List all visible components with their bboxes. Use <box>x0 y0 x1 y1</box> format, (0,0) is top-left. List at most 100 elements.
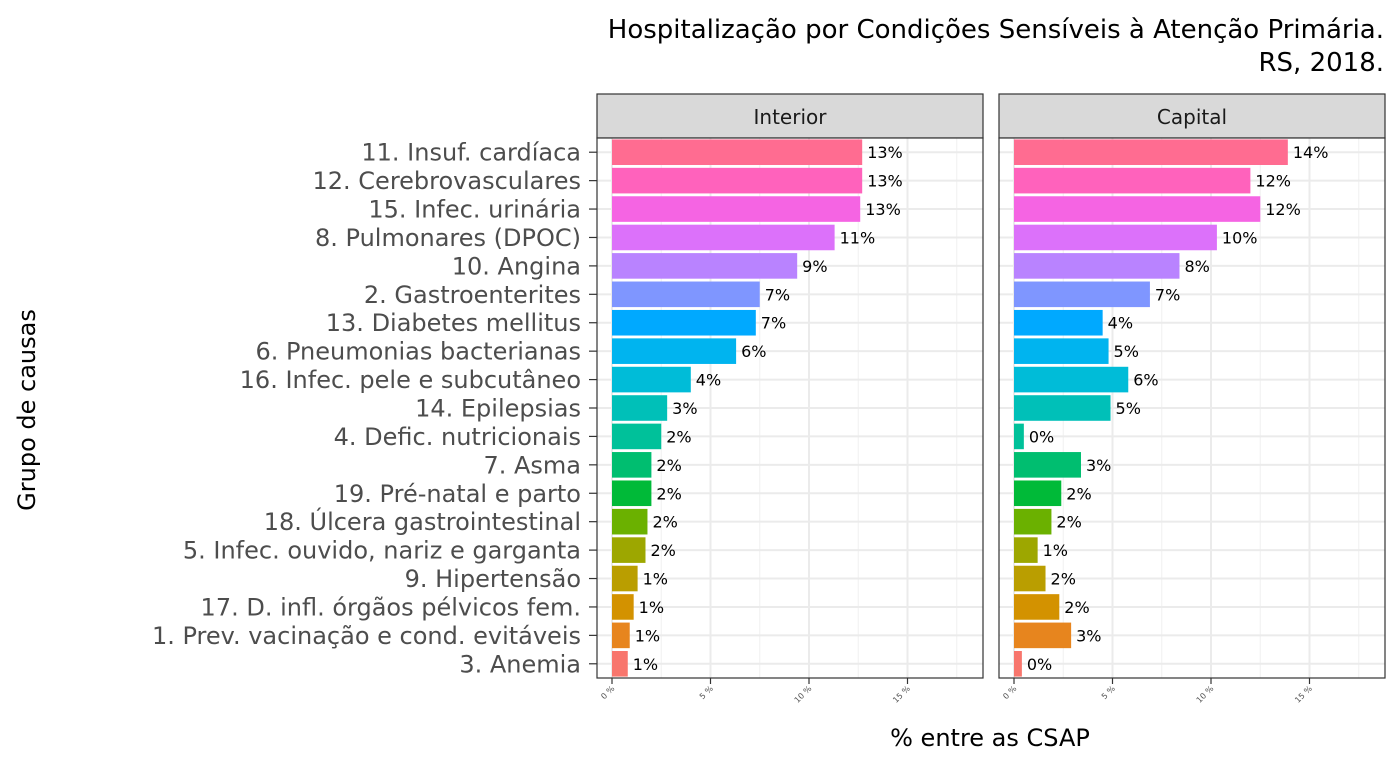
bar-value-label: 6% <box>1133 371 1158 390</box>
bar-value-label: 9% <box>802 257 827 276</box>
bar-value-label: 0% <box>1027 655 1052 674</box>
y-tick-label: 15. Infec. urinária <box>368 196 581 224</box>
bar-value-label: 3% <box>1086 456 1111 475</box>
x-tick-label: 10 % <box>793 684 814 705</box>
bar-value-label: 2% <box>666 427 691 446</box>
y-tick-label: 3. Anemia <box>459 650 581 678</box>
bar <box>1014 309 1103 336</box>
bar <box>612 651 628 677</box>
y-tick-label: 6. Pneumonias bacterianas <box>255 338 581 366</box>
y-tick-label: 7. Asma <box>483 451 581 479</box>
chart-title-line-1: Hospitalização por Condições Sensíveis à… <box>608 15 1384 45</box>
panel-interior: Interior 13% 13% 13% 11% 9% 7% 7% 6% 4% 3% 2% 2% 2% 2%… <box>596 93 984 705</box>
bar <box>612 338 737 364</box>
y-axis-title: Grupo de causas <box>13 309 41 511</box>
bar-value-label: 13% <box>865 200 901 219</box>
x-tick-label: 0 % <box>599 684 616 701</box>
bar-value-label: 7% <box>761 314 786 333</box>
facet-strip-label: Capital <box>1157 105 1227 129</box>
bar-value-label: 1% <box>635 626 660 645</box>
bar <box>1014 480 1062 507</box>
bar-value-label: 0% <box>1029 427 1054 446</box>
bar-value-label: 13% <box>867 143 903 162</box>
bar <box>612 167 863 194</box>
bar <box>612 565 638 592</box>
bar-value-label: 1% <box>1043 541 1068 560</box>
bar <box>1014 622 1072 649</box>
bar <box>1014 366 1129 393</box>
chart-title: Hospitalização por Condições Sensíveis à… <box>608 15 1384 78</box>
bar <box>612 309 756 336</box>
chart-title-line-2: RS, 2018. <box>1258 48 1384 78</box>
bar-value-label: 6% <box>741 342 766 361</box>
bar-value-label: 4% <box>1108 314 1133 333</box>
bar-value-label: 7% <box>1155 285 1180 304</box>
facet-strip-label: Interior <box>754 105 828 129</box>
bar <box>612 196 861 222</box>
bar <box>612 508 648 535</box>
bar-value-label: 5% <box>1116 399 1141 418</box>
bar <box>612 224 835 251</box>
y-tick-label: 13. Diabetes mellitus <box>326 309 581 337</box>
bar <box>612 366 691 393</box>
bar-value-label: 5% <box>1114 342 1139 361</box>
bar-value-label: 4% <box>696 371 721 390</box>
bar-value-label: 1% <box>633 655 658 674</box>
bar <box>1014 452 1081 478</box>
bar <box>1014 395 1111 421</box>
chart-panels: Interior 13% 13% 13% 11% 9% 7% 7% 6% 4% 3% 2% 2% 2% 2%… <box>596 93 1386 705</box>
bar <box>612 452 652 478</box>
bar <box>612 281 760 308</box>
y-tick-label: 11. Insuf. cardíaca <box>361 139 581 167</box>
bar <box>612 537 646 563</box>
bar-value-label: 2% <box>656 484 681 503</box>
bar-value-label: 7% <box>765 285 790 304</box>
x-tick-label: 5 % <box>1100 684 1117 701</box>
bar <box>1014 565 1046 592</box>
bar-value-label: 3% <box>672 399 697 418</box>
facet-strip <box>998 93 1386 139</box>
bar-value-label: 2% <box>652 513 677 532</box>
bar <box>1014 224 1217 251</box>
y-tick-label: 1. Prev. vacinação e cond. evitáveis <box>152 622 581 650</box>
y-tick-label: 17. D. infl. órgãos pélvicos fem. <box>201 593 581 621</box>
bar-value-label: 2% <box>1066 484 1091 503</box>
y-tick-label: 9. Hipertensão <box>405 565 581 593</box>
x-axis-title: % entre as CSAP <box>890 724 1090 752</box>
bar-value-label: 1% <box>639 598 664 617</box>
bar <box>612 139 863 165</box>
x-tick-label: 5 % <box>698 684 715 701</box>
bar <box>1014 139 1288 165</box>
y-tick-label: 12. Cerebrovasculares <box>313 167 582 195</box>
bar <box>612 395 668 421</box>
panel-capital: Capital14%12%12%10%8%7%4%5%6%5%0%3%2%2%1… <box>998 93 1386 705</box>
bar <box>612 594 634 620</box>
bar-value-label: 3% <box>1076 626 1101 645</box>
bar <box>1014 196 1261 222</box>
bar-value-label: 12% <box>1255 172 1291 191</box>
y-tick-label: 10. Angina <box>452 252 581 280</box>
bar <box>1014 594 1060 620</box>
x-tick-label: 0 % <box>1001 684 1018 701</box>
bar-value-label: 10% <box>1222 228 1258 247</box>
y-tick-label: 5. Infec. ouvido, nariz e garganta <box>183 537 581 565</box>
bar <box>1014 253 1180 279</box>
panel-border <box>998 137 1386 679</box>
y-tick-label: 2. Gastroenterites <box>364 281 581 309</box>
bar <box>612 480 652 507</box>
y-tick-label: 8. Pulmonares (DPOC) <box>315 224 581 252</box>
x-tick-label: 15 % <box>1293 684 1314 705</box>
bar <box>1014 651 1022 677</box>
bar-value-label: 2% <box>1051 570 1076 589</box>
bar-value-label: 11% <box>840 228 876 247</box>
bar <box>1014 338 1109 364</box>
bar-value-label: 8% <box>1184 257 1209 276</box>
y-tick-label: 14. Epilepsias <box>415 395 581 423</box>
x-tick-label: 15 % <box>891 684 912 705</box>
facet-strip <box>596 93 984 139</box>
bar-value-label: 2% <box>656 456 681 475</box>
bar-value-label: 13% <box>867 172 903 191</box>
bar <box>1014 423 1024 450</box>
